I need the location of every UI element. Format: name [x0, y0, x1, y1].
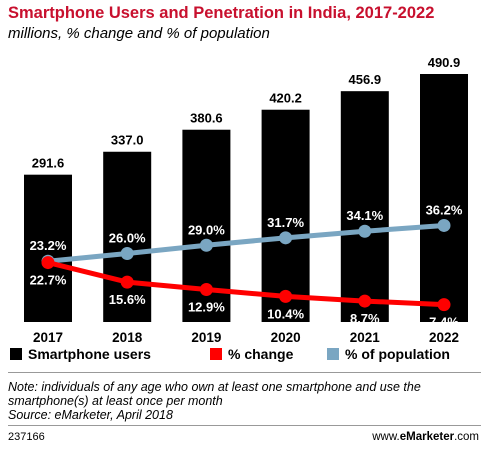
- divider-bottom: [8, 425, 481, 426]
- legend-item-population: % of population: [327, 346, 450, 362]
- population-point: [120, 247, 134, 260]
- brand-link[interactable]: www.eMarketer.com: [372, 431, 479, 443]
- note-line: Note: individuals of any age who own at …: [8, 380, 421, 394]
- change-label: 15.6%: [109, 292, 146, 307]
- population-label: 29.0%: [188, 222, 225, 237]
- change-point: [41, 256, 55, 270]
- legend-swatch-users: [10, 348, 22, 360]
- legend-label: Smartphone users: [28, 346, 151, 362]
- change-line: [47, 260, 445, 308]
- bar-value-label: 456.9: [349, 72, 382, 87]
- population-point: [199, 238, 213, 252]
- population-label: 36.2%: [426, 202, 463, 217]
- population-point: [437, 218, 451, 232]
- x-tick-label: 2017: [33, 330, 63, 345]
- population-line: [47, 222, 445, 264]
- x-tick-label: 2019: [191, 330, 221, 345]
- legend-item-change: % change: [210, 346, 293, 362]
- change-point: [199, 283, 213, 297]
- bar-2017: [24, 174, 72, 322]
- population-label: 23.2%: [30, 238, 67, 253]
- legend-label: % change: [228, 346, 294, 362]
- legend-swatch-change: [210, 348, 222, 360]
- brand-prefix: www.: [372, 431, 400, 443]
- population-label: 34.1%: [346, 208, 383, 223]
- divider-top: [8, 372, 481, 373]
- change-label: 7.4%: [429, 315, 459, 330]
- legend-item-smartphone-users: Smartphone users: [10, 346, 151, 362]
- change-point: [437, 298, 451, 312]
- source-line: Source: eMarketer, April 2018: [8, 408, 173, 422]
- change-label: 12.9%: [188, 300, 225, 315]
- bar-2022: [420, 74, 468, 322]
- bar-value-label: 380.6: [190, 111, 223, 126]
- x-tick-label: 2022: [429, 330, 459, 345]
- note-line: smartphone(s) at least once per month: [8, 394, 223, 408]
- change-label: 22.7%: [30, 273, 67, 288]
- bar-value-label: 490.9: [428, 55, 461, 70]
- chart-title: Smartphone Users and Penetration in Indi…: [8, 4, 435, 22]
- x-tick-label: 2020: [271, 330, 301, 345]
- chart-note: Note: individuals of any age who own at …: [8, 380, 484, 422]
- change-label: 10.4%: [267, 306, 304, 321]
- population-point: [358, 224, 372, 238]
- brand-suffix: .com: [454, 431, 479, 443]
- change-label: 8.7%: [350, 311, 380, 326]
- legend-swatch-population: [327, 348, 339, 360]
- chart-subtitle: millions, % change and % of population: [8, 25, 270, 42]
- bar-value-label: 420.2: [269, 91, 302, 106]
- bar-value-label: 337.0: [111, 133, 144, 148]
- population-label: 31.7%: [267, 215, 304, 230]
- brand-name: eMarketer: [399, 431, 455, 443]
- legend-label: % of population: [345, 346, 450, 362]
- bar-value-label: 291.6: [32, 156, 65, 171]
- x-tick-label: 2018: [112, 330, 143, 345]
- population-point: [279, 231, 293, 245]
- change-point: [120, 275, 134, 289]
- population-label: 26.0%: [109, 231, 146, 246]
- x-tick-label: 2021: [350, 330, 381, 345]
- bar-2021: [340, 91, 389, 323]
- change-point: [279, 289, 293, 303]
- bar-2018: [103, 151, 152, 322]
- chart-id: 237166: [8, 431, 45, 443]
- change-point: [358, 294, 372, 308]
- chart-legend: Smartphone users % change % of populatio…: [10, 346, 480, 366]
- bar-2020: [261, 109, 310, 322]
